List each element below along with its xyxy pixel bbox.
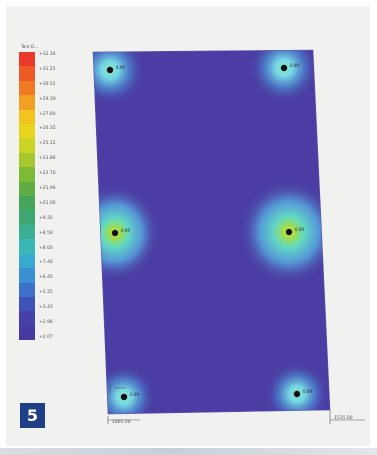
support-label: 0.09 (303, 389, 312, 394)
support-marker: 0.09 (111, 228, 130, 237)
bottom-strip (0, 448, 377, 455)
legend-value: +30.52 (39, 81, 56, 87)
support-label: 0.09 (121, 228, 130, 233)
support-label: 0.09 (295, 227, 304, 232)
legend-value: +25.12 (39, 141, 56, 147)
legend-value: +5.25 (39, 290, 53, 296)
legend-swatch (19, 325, 35, 341)
legend-value: +21.96 (39, 186, 56, 192)
legend-value: +7.40 (39, 260, 53, 266)
color-legend: Tere Cl... +32.34 +31.25 +30.52 +29.39 +27.6… (19, 44, 79, 344)
legend-value: +32.34 (39, 52, 56, 57)
legend-value: +27.60 (39, 111, 56, 117)
legend-swatch (19, 152, 35, 168)
legend-value: +8.50 (39, 230, 53, 236)
legend-swatch (19, 109, 35, 125)
legend-value: +31.25 (39, 66, 56, 72)
dimension-label-right: 1535.00 (334, 416, 353, 421)
legend-value: +29.39 (39, 96, 56, 102)
legend-swatch (19, 124, 35, 139)
figure-number-badge: 5 (20, 403, 45, 428)
legend-value: +23.86 (39, 156, 56, 162)
legend-value: +26.35 (39, 126, 56, 132)
legend-swatch (19, 181, 35, 197)
legend-value: +2.96 (39, 320, 53, 326)
dimension-lines (107, 383, 365, 424)
legend-swatch (19, 95, 35, 110)
legend-value: +22.76 (39, 171, 56, 177)
legend-swatch (19, 210, 35, 225)
legend-value: +9.35 (39, 215, 53, 221)
legend-value: +6.45 (39, 275, 53, 281)
support-marker: 0.09 (106, 65, 125, 74)
legend-swatch (19, 239, 35, 254)
legend-swatch (19, 138, 35, 153)
support-label: 0.09 (116, 65, 125, 70)
legend-value: +21.00 (39, 200, 56, 206)
legend-color-bar (19, 52, 35, 341)
legend-swatch (19, 80, 35, 96)
legend-value: +8.00 (39, 245, 53, 251)
legend-swatch (19, 268, 35, 283)
legend-swatch (19, 296, 35, 312)
legend-swatch (19, 282, 35, 297)
legend-swatch (19, 66, 35, 81)
support-marker: 0.09 (120, 392, 139, 401)
legend-title: Tere Cl... (21, 44, 39, 49)
slab-surface (93, 50, 330, 414)
dimension-label-left: 1865.00 (112, 420, 131, 425)
legend-swatch (19, 224, 35, 240)
legend-value: +2.07 (39, 334, 53, 340)
support-marker: 0.09 (293, 389, 312, 398)
legend-swatch (19, 167, 35, 182)
legend-swatch (19, 311, 35, 326)
legend-swatch (19, 253, 35, 269)
legend-swatch (19, 196, 35, 211)
support-marker: 0.09 (280, 63, 299, 72)
legend-value: +3.43 (39, 305, 53, 311)
support-marker: 0.09 (285, 227, 304, 236)
support-label: 0.09 (290, 63, 299, 68)
legend-swatch (19, 52, 35, 67)
support-label: 0.09 (130, 392, 139, 397)
legend-labels: +32.34 +31.25 +30.52 +29.39 +27.60 +26.35 +25.… (39, 52, 56, 340)
